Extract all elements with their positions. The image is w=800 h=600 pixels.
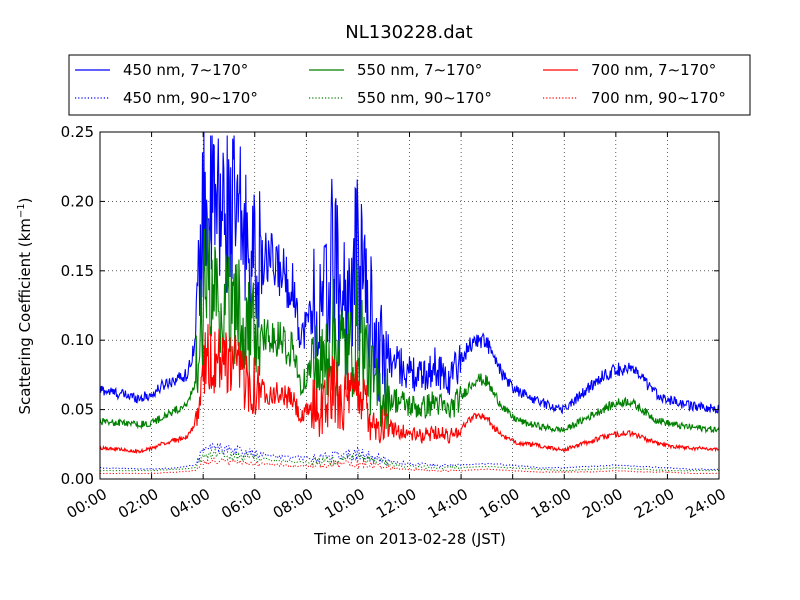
y-axis-label-close: ) (16, 197, 34, 203)
x-tick-label: 06:00 (218, 485, 264, 522)
series-line (99, 216, 720, 434)
y-tick-label: 0.20 (61, 192, 94, 210)
series-line (99, 447, 720, 472)
legend-label: 700 nm, 90∼170° (591, 89, 726, 107)
legend-label: 700 nm, 7∼170° (591, 61, 716, 79)
x-tick-label: 04:00 (167, 485, 213, 522)
x-tick-label: 20:00 (579, 485, 625, 522)
y-tick-label: 0.15 (61, 262, 94, 280)
chart-title: NL130228.dat (345, 22, 472, 43)
legend: 450 nm, 7∼170° 450 nm, 90∼170° 550 nm, 7∼1… (68, 54, 751, 116)
legend-label: 450 nm, 7∼170° (123, 61, 248, 79)
x-tick-label: 14:00 (425, 485, 471, 522)
legend-label: 550 nm, 7∼170° (357, 61, 482, 79)
y-axis-label-sup: −1 (16, 203, 27, 218)
y-tick-label: 0.00 (61, 470, 94, 488)
y-axis-label-main: Scattering Coefficient (km (16, 218, 34, 414)
x-tick-label: 10:00 (321, 485, 367, 522)
y-tick-label: 0.10 (61, 331, 94, 349)
legend-label: 550 nm, 90∼170° (357, 89, 492, 107)
series-line (99, 324, 720, 455)
x-tick-label: 12:00 (373, 485, 419, 522)
y-tick-label: 0.25 (61, 123, 94, 141)
y-axis-label: Scattering Coefficient (km−1) (16, 197, 34, 414)
series-line (99, 457, 719, 475)
series-line (99, 442, 720, 471)
x-tick-label: 24:00 (683, 485, 729, 522)
x-tick-label: 02:00 (115, 485, 161, 522)
legend-box (68, 54, 751, 116)
x-tick-label: 00:00 (64, 485, 110, 522)
x-tick-label: 16:00 (476, 485, 522, 522)
series-lines (99, 132, 720, 475)
legend-label: 450 nm, 90∼170° (123, 89, 258, 107)
x-tick-label: 22:00 (631, 485, 677, 522)
x-axis-label: Time on 2013-02-28 (JST) (313, 530, 506, 548)
x-tick-label: 08:00 (270, 485, 316, 522)
plot-area: 00:00 02:00 04:00 06:00 08:00 10:00 12:00 14:00… (61, 123, 729, 522)
y-tick-label: 0.05 (61, 401, 94, 419)
x-tick-label: 18:00 (528, 485, 574, 522)
